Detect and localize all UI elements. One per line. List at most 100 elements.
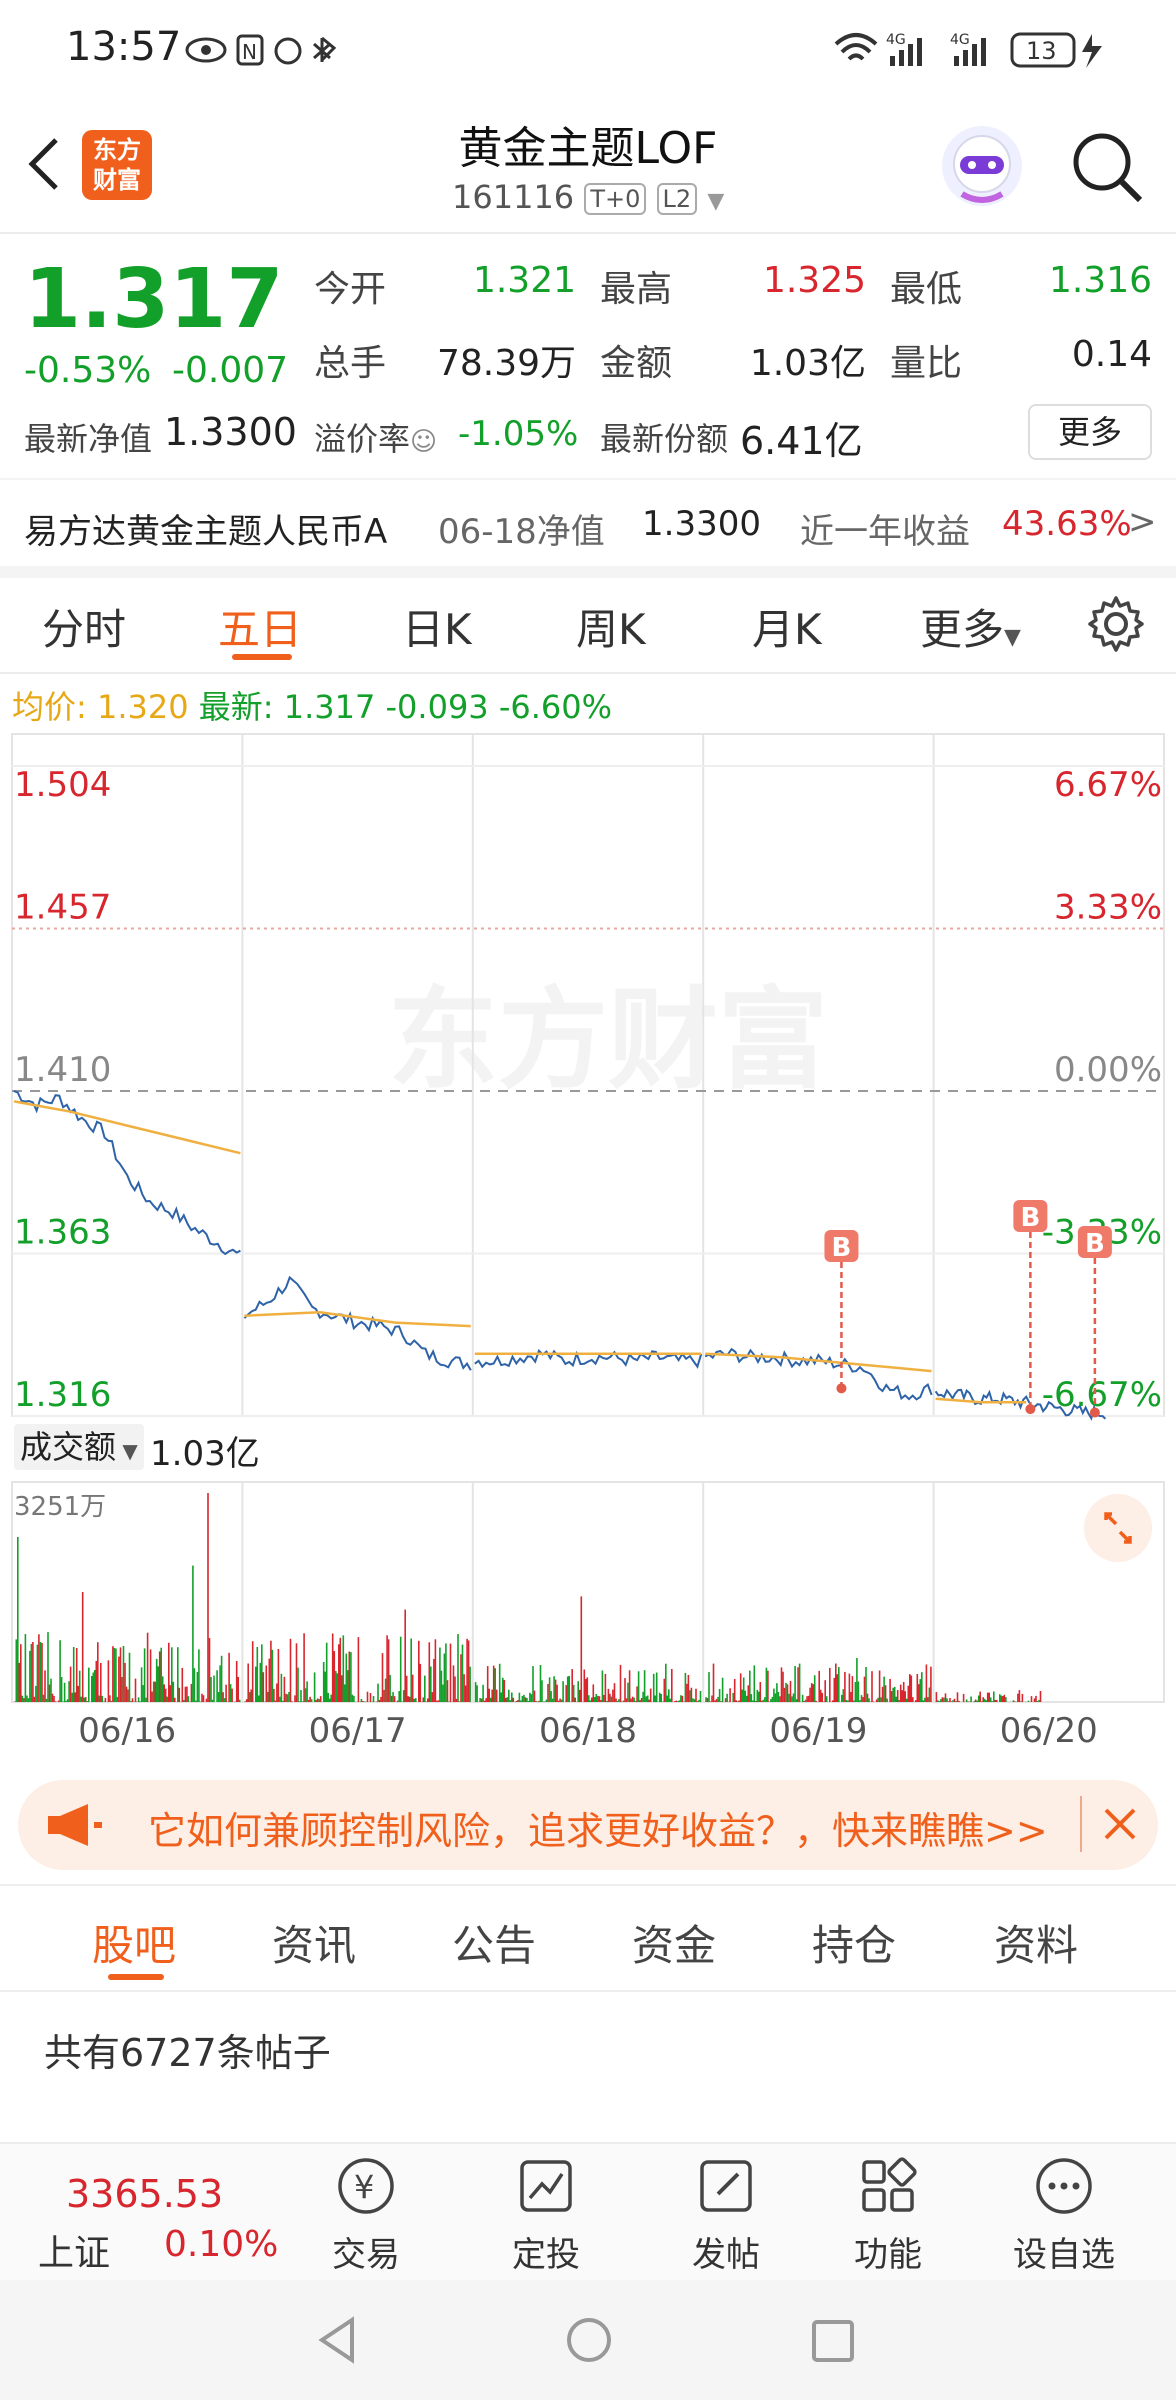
buy-marker-badge[interactable] — [1013, 1200, 1048, 1232]
post-button[interactable]: 发帖 — [656, 2154, 796, 2276]
volume-bar — [530, 1694, 533, 1702]
volume-bar — [32, 1642, 34, 1702]
tab-intraday[interactable]: 分时 — [42, 605, 127, 654]
price-chart[interactable]: 东方财富 1.504 1.457 1.410 1.363 1.316 6.67% 3.33%… — [0, 732, 1176, 1752]
buy-marker-badge[interactable] — [1077, 1226, 1112, 1258]
settings-gear-icon[interactable] — [1086, 594, 1146, 654]
index-value[interactable]: 3365.53 — [66, 2172, 224, 2216]
volume-bar — [461, 1644, 464, 1702]
volume-bar — [341, 1675, 343, 1702]
nav-recents-icon[interactable] — [808, 2314, 858, 2366]
latest-change: -0.093 — [385, 688, 489, 726]
volume-bar — [875, 1699, 878, 1702]
search-icon[interactable] — [1068, 128, 1148, 208]
volume-bar — [411, 1674, 414, 1702]
trade-button[interactable]: ¥ 交易 — [296, 2154, 436, 2276]
nav-back-icon[interactable] — [312, 2314, 362, 2366]
fund-info-row[interactable]: 易方达黄金主题人民币A 06-18净值 1.3300 近一年收益 43.63% … — [0, 480, 1176, 566]
tab-announcements[interactable]: 公告 — [452, 1921, 537, 1970]
volume-bar — [1033, 1698, 1036, 1702]
volume-bar — [33, 1696, 36, 1702]
volume-bar — [592, 1684, 595, 1702]
index-name[interactable]: 上证 — [38, 2233, 111, 2274]
volume-bar — [392, 1692, 394, 1702]
volume-bar — [717, 1696, 719, 1702]
volume-selector[interactable]: 成交额 ▼ — [14, 1424, 144, 1470]
volume-bar — [88, 1667, 90, 1702]
volume-bar — [489, 1697, 492, 1702]
volume-bar — [54, 1701, 57, 1702]
svg-text:¥: ¥ — [354, 2168, 374, 2206]
nav-home-icon[interactable] — [564, 2314, 614, 2366]
volume-bar — [270, 1640, 272, 1702]
promo-banner[interactable]: 它如何兼顾控制风险，追求更好收益？，快来瞧瞧>> — [18, 1780, 1158, 1870]
volume-bar — [880, 1697, 882, 1702]
tab-daily-k[interactable]: 日K — [402, 605, 472, 654]
index-pct[interactable]: 0.10% — [164, 2224, 279, 2265]
volume-bar — [202, 1695, 205, 1702]
tab-guba[interactable]: 股吧 — [92, 1921, 177, 1970]
robot-avatar-icon[interactable] — [940, 124, 1024, 208]
tab-profile[interactable]: 资料 — [994, 1921, 1079, 1970]
volume-bar — [988, 1692, 990, 1702]
volume-bar — [261, 1644, 263, 1702]
amount-value: 1.03亿 — [749, 343, 866, 384]
volume-bar — [538, 1700, 540, 1702]
volume-bar — [81, 1592, 84, 1702]
dropdown-icon[interactable]: ▼ — [707, 189, 725, 214]
x-tick-label: 06/16 — [78, 1711, 176, 1751]
tab-monthly-k[interactable]: 月K — [752, 605, 822, 654]
volume-bar — [589, 1700, 592, 1702]
add-watchlist-button[interactable]: 设自选 — [994, 2154, 1134, 2276]
volume-bar — [904, 1691, 906, 1702]
volume-label: 总手 — [314, 343, 387, 384]
buy-marker-label: B — [832, 1233, 852, 1263]
volume-bar — [238, 1699, 241, 1702]
volume-bar — [157, 1666, 159, 1702]
status-bar: 13:57 N 4G 4G 13 — [0, 0, 1176, 100]
volume-bar — [45, 1698, 48, 1702]
x-tick-label: 06/20 — [1000, 1711, 1098, 1751]
volume-bar — [413, 1698, 415, 1702]
y-tick-right: -6.67% — [1042, 1375, 1162, 1415]
volume-bar — [419, 1663, 422, 1702]
volume-bar — [201, 1693, 203, 1702]
system-nav-bar — [0, 2280, 1176, 2400]
close-icon[interactable] — [1100, 1804, 1140, 1844]
buy-marker-badge[interactable] — [824, 1230, 859, 1262]
tab-news[interactable]: 资讯 — [272, 1921, 357, 1970]
volume-bar — [643, 1670, 646, 1702]
tab-more[interactable]: 更多▼ — [920, 605, 1021, 654]
volume-bar — [559, 1698, 561, 1702]
expand-button[interactable] — [1084, 1494, 1152, 1562]
volume-bar — [982, 1697, 984, 1702]
tab-funds[interactable]: 资金 — [632, 1921, 717, 1970]
volume-bar — [255, 1666, 257, 1702]
volume-bar — [967, 1701, 969, 1702]
volume-bar — [901, 1690, 903, 1702]
tab-weekly-k[interactable]: 周K — [576, 605, 646, 654]
volume-bar — [283, 1676, 286, 1702]
volume-bar — [616, 1700, 619, 1702]
volume-bar — [229, 1684, 232, 1702]
more-button[interactable]: 更多 — [1028, 404, 1152, 460]
volume-bar — [190, 1683, 193, 1702]
tab-holdings[interactable]: 持仓 — [812, 1921, 897, 1970]
volume-bar — [803, 1701, 805, 1702]
function-button[interactable]: 功能 — [818, 2154, 958, 2276]
volume-bar — [687, 1674, 690, 1702]
volume-bar — [324, 1671, 326, 1702]
invest-button[interactable]: 定投 — [476, 2154, 616, 2276]
info-icon[interactable]: ☺ — [410, 427, 438, 457]
volume-bar — [460, 1654, 462, 1702]
buy-marker-dot — [1025, 1404, 1036, 1415]
volume-bar — [295, 1643, 298, 1702]
volume-bar — [495, 1689, 498, 1702]
tab-five-day[interactable]: 五日 — [218, 605, 303, 654]
volume-bar — [854, 1682, 857, 1702]
volume-bar — [29, 1650, 31, 1702]
volume-bar — [597, 1695, 599, 1702]
volume-bar — [68, 1681, 70, 1702]
back-icon[interactable] — [22, 134, 66, 194]
volume-bar — [577, 1681, 579, 1702]
